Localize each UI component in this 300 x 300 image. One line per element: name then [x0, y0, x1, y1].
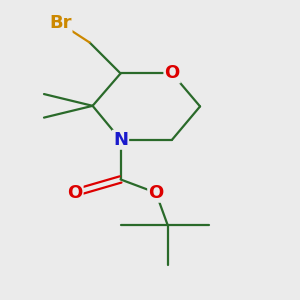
Text: O: O	[164, 64, 180, 82]
Text: N: N	[113, 131, 128, 149]
Text: Br: Br	[49, 14, 71, 32]
Text: O: O	[67, 184, 83, 202]
Text: O: O	[148, 184, 164, 202]
